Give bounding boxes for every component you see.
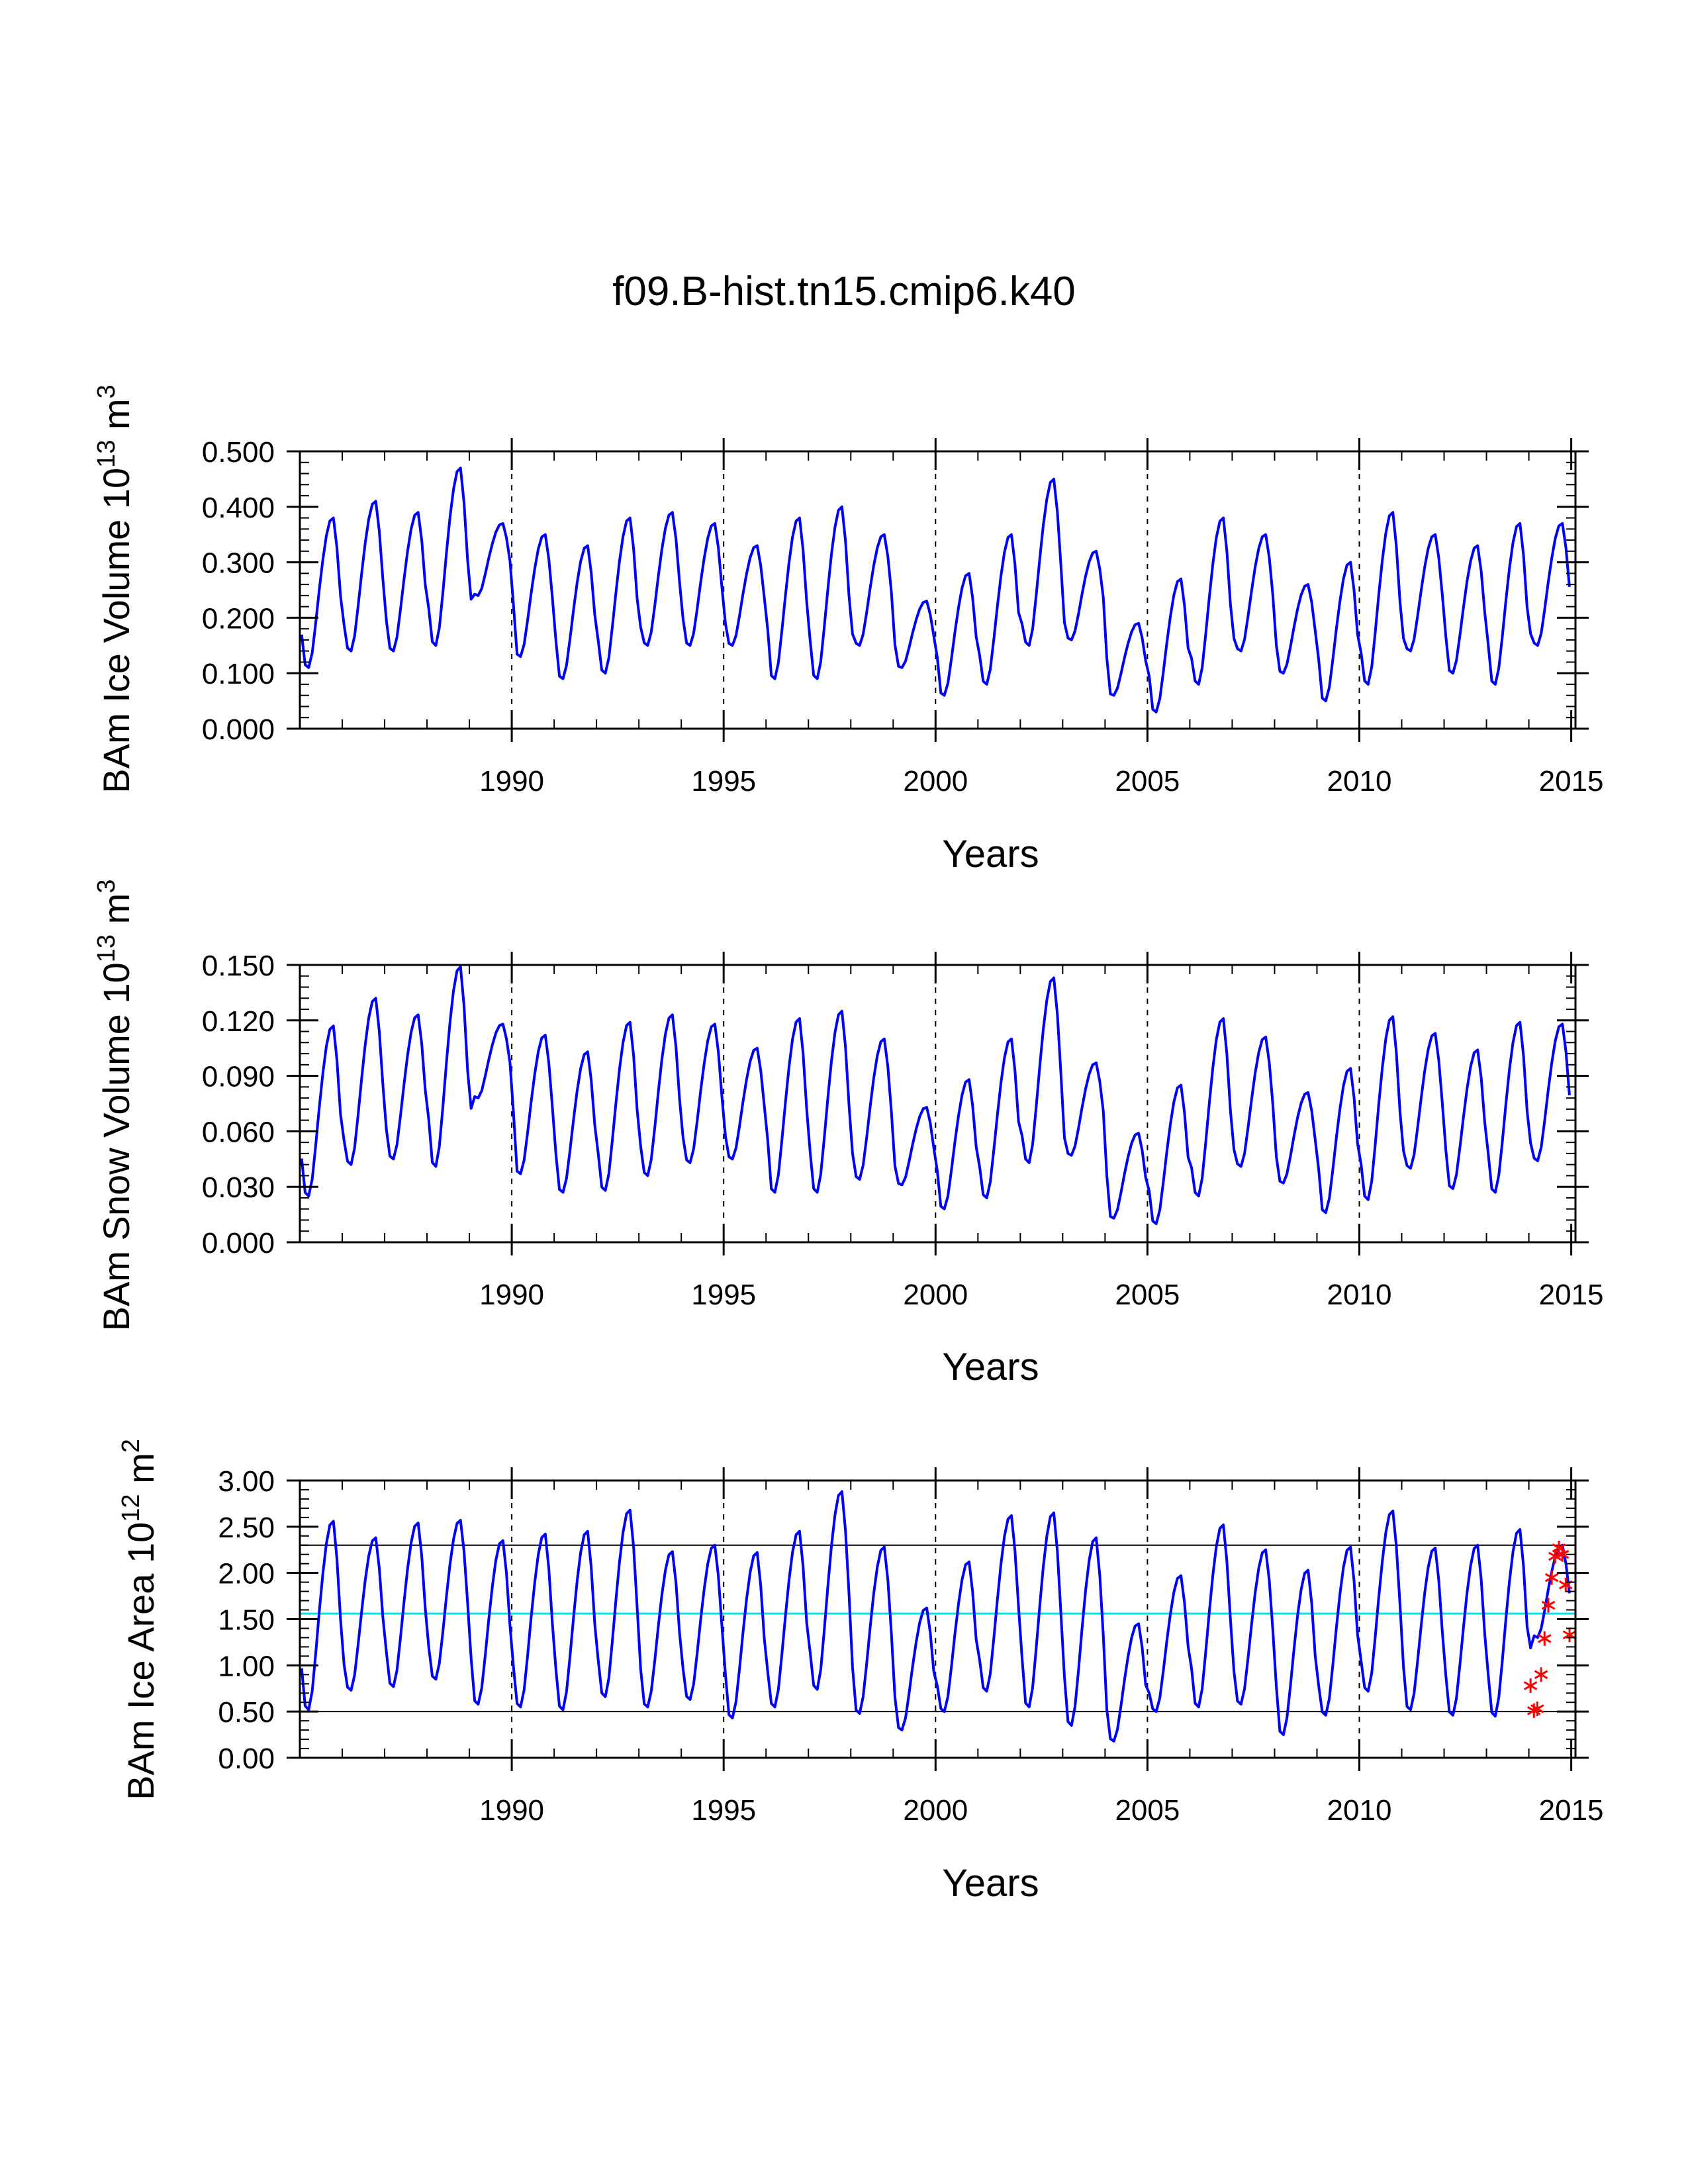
plot-frame [299,964,1577,1244]
x-tick-label: 1995 [691,1279,756,1311]
data-marker [1523,1678,1538,1694]
y-tick-label: 0.400 [202,492,275,524]
x-tick-label: 1995 [691,1794,756,1827]
x-axis-label: Years [942,1862,1039,1905]
x-tick-label: 2010 [1327,1794,1392,1827]
y-tick-label: 2.50 [218,1512,275,1544]
x-tick-label: 2005 [1115,1279,1180,1311]
y-tick-label: 0.030 [202,1171,275,1204]
x-tick-label: 1990 [479,1794,544,1827]
y-tick-label: 0.150 [202,950,275,982]
y-tick-label: 0.120 [202,1005,275,1038]
figure-title: f09.B-hist.tn15.cmip6.k40 [612,269,1076,314]
y-tick-label: 1.50 [218,1604,275,1637]
y-tick-label: 0.000 [202,713,275,746]
y-axis-label: BAm Ice Area 1012 m2 [117,1439,162,1800]
data-marker [1541,1598,1556,1613]
x-tick-label: 2015 [1539,1794,1604,1827]
y-tick-label: 1.00 [218,1650,275,1682]
x-tick-label: 1995 [691,765,756,797]
plot-frame [299,450,1577,730]
data-marker [1534,1667,1548,1682]
y-tick-label: 0.00 [218,1743,275,1775]
x-tick-label: 2010 [1327,765,1392,797]
x-tick-label: 2010 [1327,1279,1392,1311]
y-tick-label: 0.200 [202,602,275,635]
x-tick-label: 2000 [903,1794,968,1827]
panel-ice-volume: 0.000 0.100 0.200 0.300 0.400 0.500 1990 1995 20… [93,385,1604,876]
y-tick-label: 0.500 [202,436,275,469]
x-tick-label: 2015 [1539,1279,1604,1311]
x-tick-label: 2015 [1539,765,1604,797]
x-tick-label: 2000 [903,1279,968,1311]
x-axis-label: Years [942,1345,1039,1388]
data-marker [1537,1631,1552,1646]
panel-ice-area: 0.00 0.50 1.00 1.50 2.00 2.50 3.00 1990 1995 2000… [117,1439,1604,1905]
x-tick-label: 2005 [1115,1794,1180,1827]
data-marker [1555,1547,1570,1562]
y-tick-label: 3.00 [218,1465,275,1498]
series-line [300,1490,1571,1743]
plot-frame [299,1479,1577,1759]
y-tick-label: 0.50 [218,1696,275,1729]
y-tick-label: 0.100 [202,658,275,690]
series-line [300,965,1571,1226]
y-tick-label: 2.00 [218,1558,275,1590]
data-marker [1530,1701,1544,1716]
x-tick-label: 1990 [479,1279,544,1311]
y-axis-label: BAm Snow Volume 1013 m3 [93,880,137,1332]
y-tick-label: 0.000 [202,1227,275,1259]
y-axis-label: BAm Ice Volume 1013 m3 [93,385,137,793]
y-tick-label: 0.090 [202,1061,275,1093]
x-tick-label: 1990 [479,765,544,797]
panel-snow-volume: 0.000 0.030 0.060 0.090 0.120 0.150 1990 1995 20… [93,880,1604,1388]
x-tick-label: 2005 [1115,765,1180,797]
y-tick-label: 0.060 [202,1116,275,1148]
series-line [300,467,1571,713]
y-tick-label: 0.300 [202,547,275,580]
data-marker [1562,1627,1577,1643]
x-tick-label: 2000 [903,765,968,797]
data-marker [1544,1570,1559,1585]
x-axis-label: Years [942,833,1039,876]
